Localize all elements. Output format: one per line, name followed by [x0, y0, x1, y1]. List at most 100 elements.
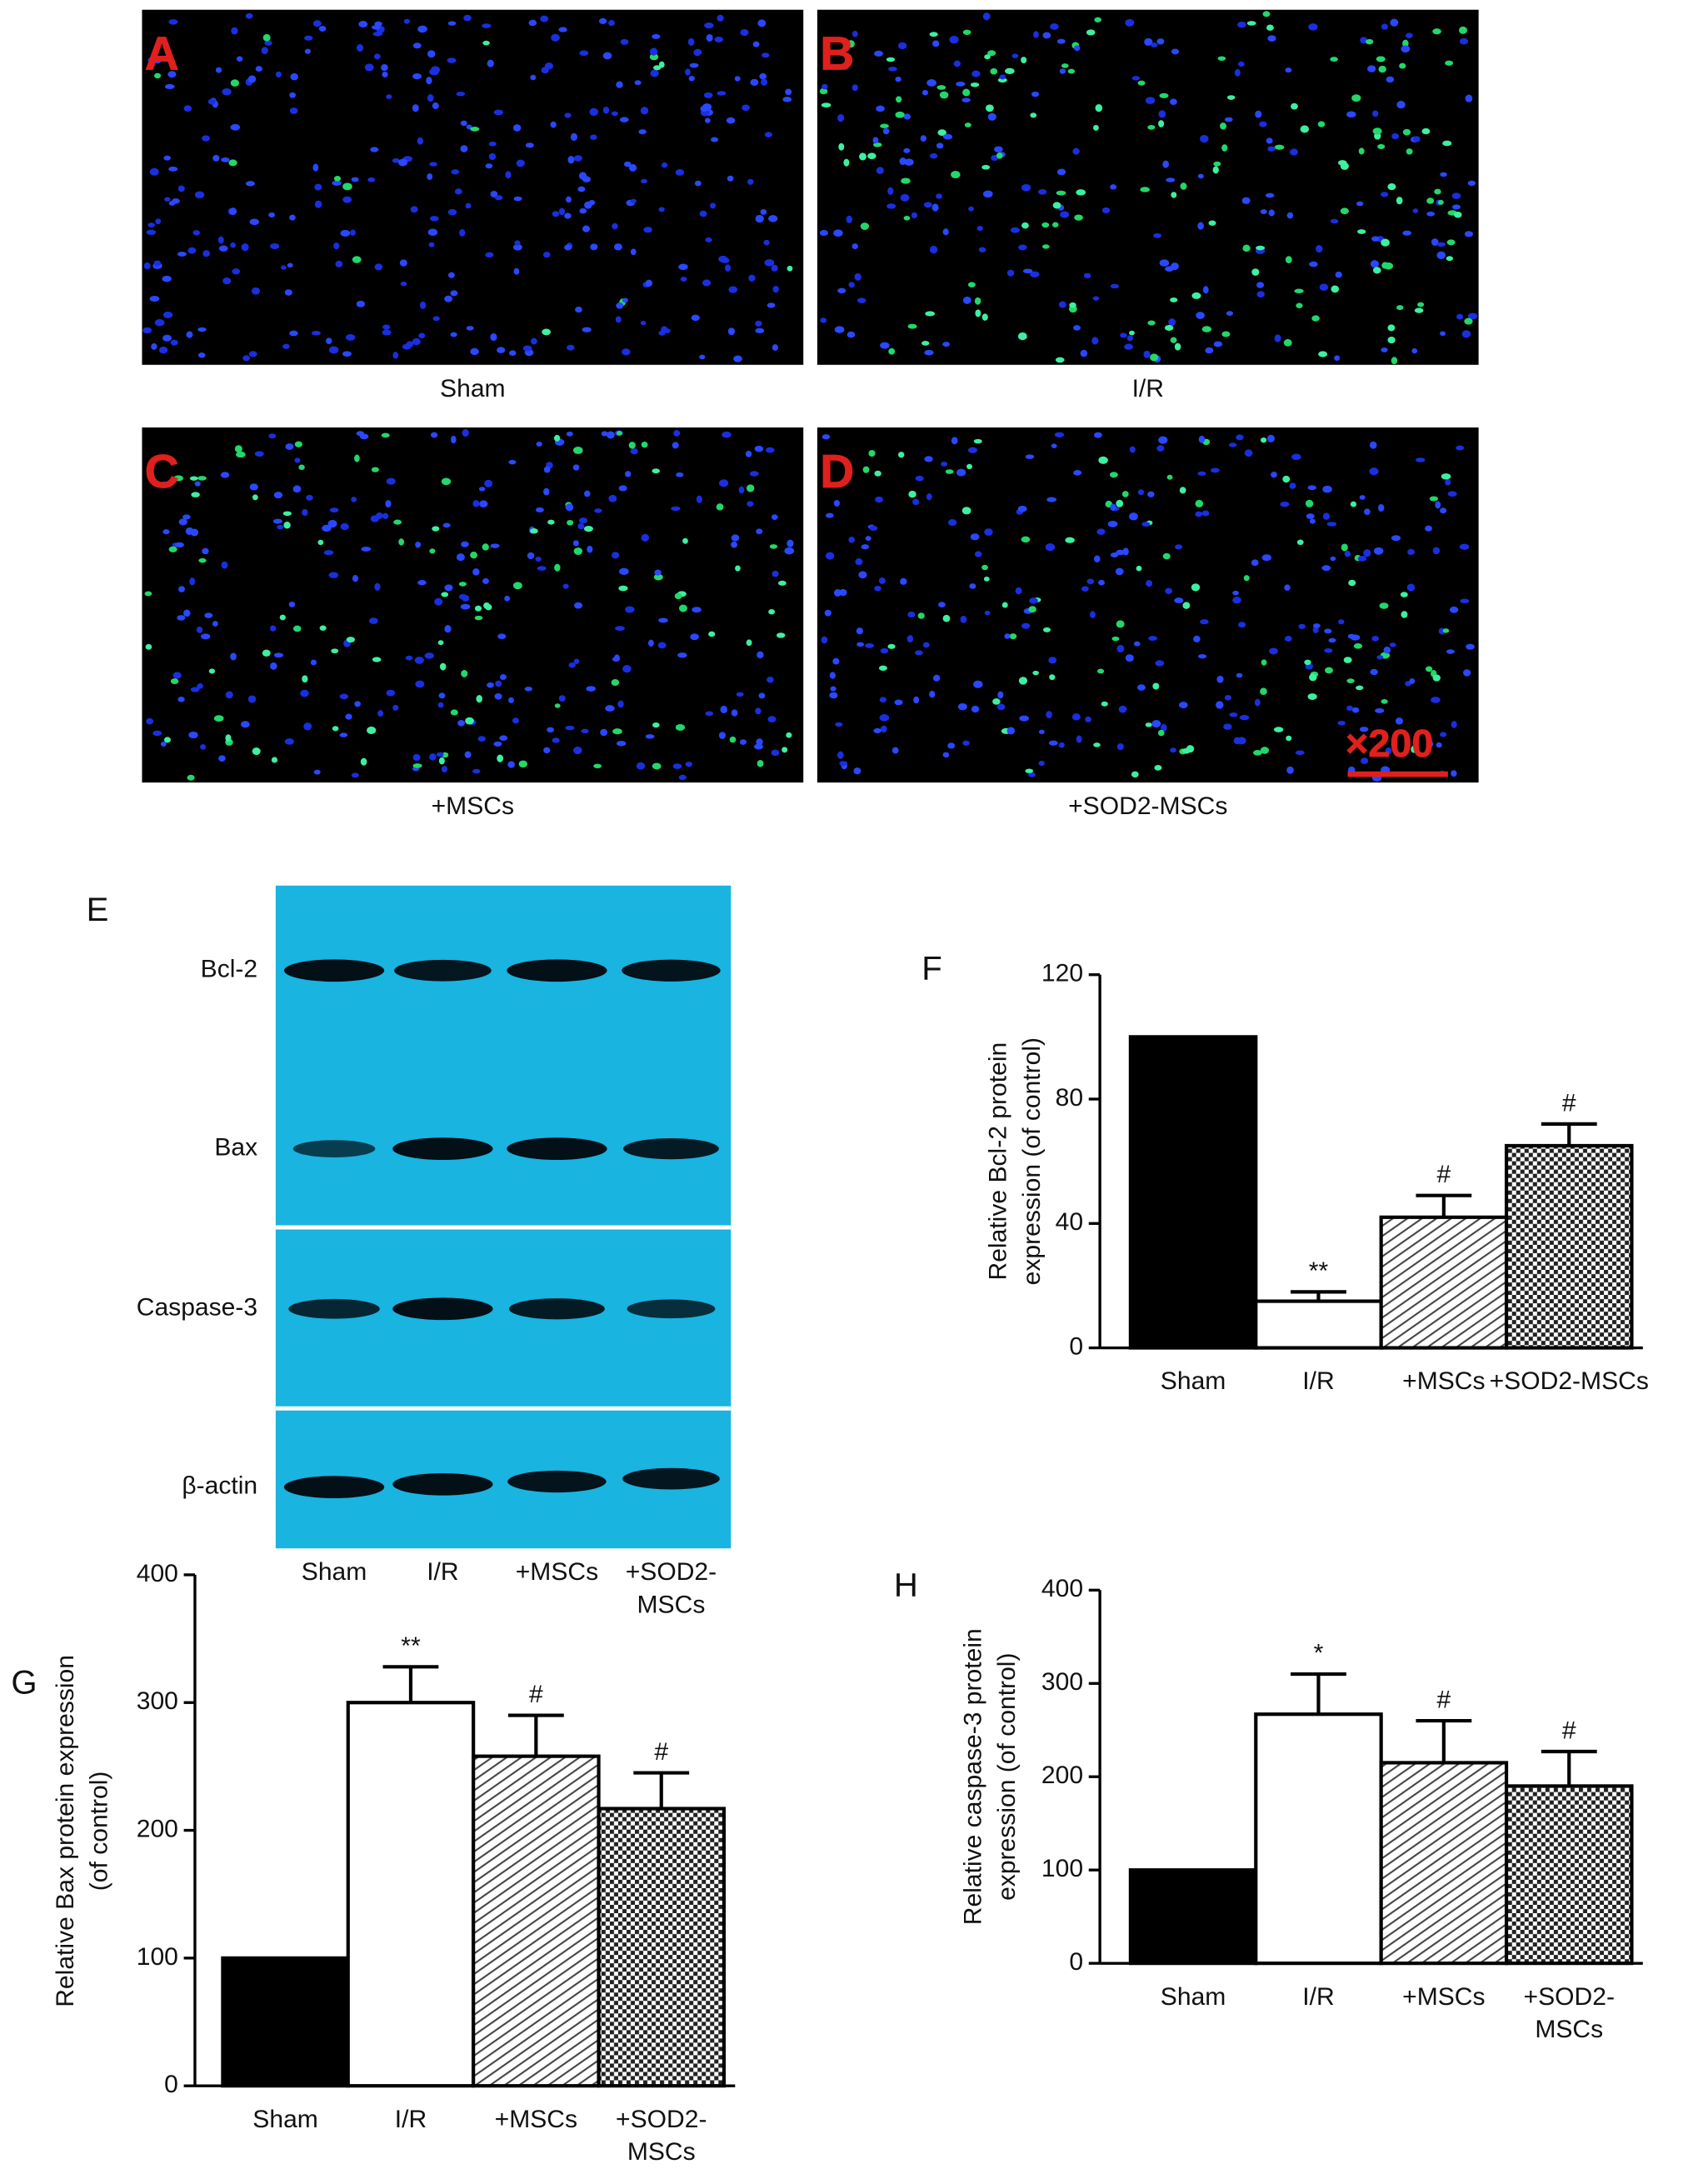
- nucleus: [887, 643, 896, 649]
- nucleus: [1058, 742, 1065, 748]
- nucleus: [1431, 697, 1441, 703]
- nucleus: [444, 295, 453, 302]
- nucleus: [495, 680, 502, 687]
- nucleus: [615, 626, 625, 631]
- nucleus: [162, 334, 172, 342]
- nucleus: [825, 552, 835, 560]
- nucleus: [361, 546, 372, 552]
- nucleus: [586, 686, 596, 692]
- nucleus: [894, 699, 903, 706]
- nucleus: [970, 533, 980, 541]
- nucleus: [564, 244, 572, 251]
- nucleus: [880, 123, 889, 128]
- nucleus: [162, 529, 170, 535]
- micrograph: [817, 9, 1479, 365]
- nucleus: [1357, 229, 1366, 234]
- nucleus: [1028, 772, 1036, 777]
- nucleus: [456, 92, 466, 97]
- nucleus: [606, 431, 615, 439]
- y-axis-label: Relative Bcl-2 protein: [985, 1042, 1012, 1281]
- nucleus: [1054, 432, 1065, 437]
- nucleus: [447, 208, 457, 216]
- nucleus: [1174, 342, 1181, 351]
- nucleus: [145, 643, 152, 650]
- nucleus: [1193, 635, 1201, 642]
- nucleus: [1241, 197, 1251, 204]
- nucleus: [575, 306, 582, 313]
- nucleus: [1446, 256, 1454, 262]
- nucleus: [565, 503, 574, 512]
- nucleus: [398, 538, 405, 546]
- nucleus: [342, 351, 352, 357]
- nucleus: [932, 674, 941, 682]
- nucleus: [327, 519, 337, 528]
- nucleus: [1134, 641, 1141, 647]
- nucleus: [1198, 435, 1206, 443]
- nucleus: [285, 443, 294, 450]
- nucleus: [880, 725, 887, 733]
- nucleus: [1371, 636, 1379, 642]
- nucleus: [1407, 548, 1415, 556]
- nucleus: [1033, 31, 1039, 38]
- nucleus: [1197, 653, 1207, 659]
- nucleus: [441, 592, 449, 597]
- nucleus: [702, 279, 712, 287]
- nucleus: [364, 63, 374, 72]
- nucleus: [188, 731, 198, 739]
- nucleus: [424, 652, 434, 659]
- nucleus: [488, 141, 497, 147]
- nucleus: [874, 585, 881, 592]
- nucleus: [1416, 457, 1426, 462]
- nucleus: [920, 135, 926, 142]
- nucleus: [1442, 628, 1450, 633]
- nucleus: [175, 542, 184, 548]
- nucleus: [858, 571, 867, 579]
- nucleus: [570, 132, 578, 142]
- nucleus: [727, 175, 734, 182]
- nucleus: [282, 343, 290, 349]
- nucleus: [970, 82, 980, 87]
- nucleus: [1098, 579, 1105, 586]
- nucleus: [177, 586, 186, 592]
- nucleus: [777, 580, 787, 586]
- nucleus: [1116, 549, 1125, 556]
- nucleus: [696, 495, 703, 503]
- nucleus: [335, 260, 343, 267]
- nucleus: [851, 243, 858, 249]
- nucleus: [1456, 445, 1465, 451]
- nucleus: [584, 490, 591, 497]
- nucleus: [971, 705, 980, 713]
- nucleus: [1159, 92, 1169, 98]
- nucleus: [354, 454, 360, 462]
- nucleus: [282, 511, 292, 517]
- significance-label: #: [1437, 1687, 1451, 1714]
- nucleus: [742, 104, 750, 111]
- nucleus: [987, 50, 996, 57]
- nucleus: [1383, 262, 1394, 270]
- nucleus: [1195, 511, 1203, 517]
- nucleus: [945, 469, 954, 474]
- nucleus: [984, 54, 991, 60]
- nucleus: [1124, 343, 1134, 350]
- nucleus: [1467, 312, 1478, 320]
- nucleus: [528, 19, 537, 27]
- nucleus: [1159, 259, 1170, 267]
- nucleus: [1170, 337, 1177, 343]
- nucleus: [705, 237, 712, 242]
- nucleus: [261, 47, 268, 55]
- nucleus: [1356, 685, 1364, 691]
- nucleus: [326, 337, 332, 344]
- nucleus: [854, 272, 861, 281]
- nucleus: [846, 215, 853, 223]
- nucleus: [340, 229, 351, 237]
- nucleus: [1413, 136, 1421, 142]
- nucleus: [1411, 347, 1418, 354]
- nucleus: [1360, 757, 1369, 765]
- nucleus: [200, 744, 207, 750]
- nucleus: [1233, 737, 1241, 745]
- nucleus: [230, 652, 237, 661]
- nucleus: [819, 230, 829, 236]
- nucleus: [1091, 337, 1099, 345]
- nucleus: [1253, 750, 1262, 756]
